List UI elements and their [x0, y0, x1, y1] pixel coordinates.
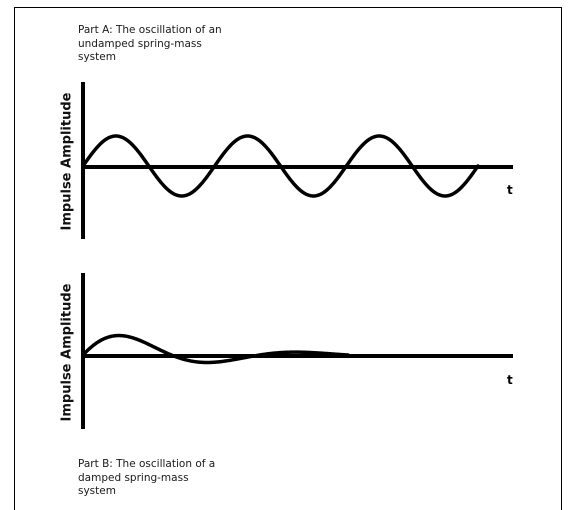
- part-b-t-label: t: [507, 373, 513, 387]
- figure-frame: [14, 7, 562, 510]
- part-a-undamped-wave: [81, 134, 480, 198]
- part-b-damped-wave: [81, 333, 350, 365]
- part-b-caption: Part B: The oscillation of a damped spri…: [78, 458, 216, 497]
- part-a-caption: Part A: The oscillation of an undamped s…: [78, 24, 222, 63]
- part-a-t-label: t: [507, 183, 513, 197]
